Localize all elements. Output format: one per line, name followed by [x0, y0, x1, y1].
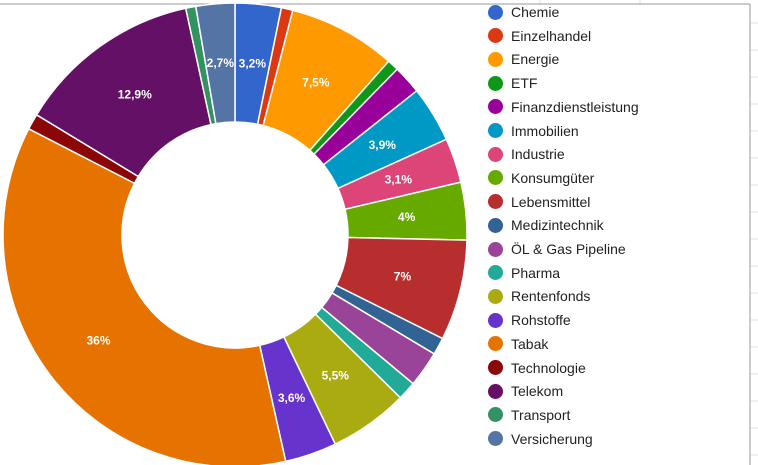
legend-label: Pharma — [511, 264, 561, 281]
legend-label: Medizintechnik — [511, 217, 604, 234]
legend-color-dot-icon — [488, 383, 503, 399]
legend-label: Transport — [511, 406, 571, 423]
slice-data-label: 2,7% — [207, 56, 235, 70]
legend-item[interactable]: Versicherung — [488, 429, 593, 449]
legend-color-dot-icon — [488, 431, 503, 447]
legend-color-dot-icon — [488, 51, 503, 67]
legend-label: Lebensmittel — [511, 193, 591, 210]
legend-color-dot-icon — [488, 4, 503, 20]
legend-color-dot-icon — [488, 123, 503, 138]
slice-data-label: 7% — [394, 269, 412, 283]
legend-color-dot-icon — [488, 75, 503, 91]
legend-item[interactable]: Finanzdienstleistung — [488, 97, 639, 117]
legend-color-dot-icon — [488, 336, 503, 352]
legend-item[interactable]: Telekom — [488, 381, 563, 401]
legend-label: Chemie — [511, 4, 560, 20]
legend-label: Technologie — [511, 359, 586, 376]
legend-item[interactable]: ETF — [488, 73, 537, 93]
legend-label: Einzelhandel — [511, 27, 592, 44]
legend-color-dot-icon — [488, 146, 503, 162]
slice-data-label: 3,6% — [278, 391, 306, 405]
legend-label: ÖL & Gas Pipeline — [511, 241, 626, 257]
legend-item[interactable]: Pharma — [488, 263, 560, 283]
slice-versicherung[interactable] — [194, 2, 236, 125]
legend-color-dot-icon — [488, 99, 503, 115]
legend-label: Rohstoffe — [511, 312, 571, 329]
legend-color-dot-icon — [488, 194, 503, 210]
legend-label: Immobilien — [511, 122, 579, 139]
slice-data-label: 5,5% — [322, 368, 350, 382]
legend-item[interactable]: Energie — [488, 49, 559, 69]
legend-item[interactable]: Lebensmittel — [488, 192, 590, 212]
legend-label: Energie — [511, 51, 560, 68]
slice-data-label: 3,2% — [239, 56, 267, 70]
legend-color-dot-icon — [488, 360, 503, 375]
legend-item[interactable]: Technologie — [488, 358, 586, 378]
legend-item[interactable]: Rohstoffe — [488, 310, 571, 330]
legend-item[interactable]: ÖL & Gas Pipeline — [488, 239, 626, 259]
slice-data-label: 36% — [86, 333, 110, 347]
legend-item[interactable]: Medizintechnik — [488, 215, 604, 235]
legend-item[interactable]: Transport — [488, 405, 570, 425]
legend-label: Telekom — [511, 383, 564, 400]
legend-label: Tabak — [511, 335, 549, 352]
legend-item[interactable]: Rentenfonds — [488, 286, 590, 306]
legend-label: Finanzdienstleistung — [511, 98, 639, 115]
legend-label: Industrie — [511, 146, 565, 163]
slice-tabak[interactable] — [2, 127, 287, 465]
legend-color-dot-icon — [488, 28, 503, 44]
legend-item[interactable]: Industrie — [488, 144, 565, 164]
legend-color-dot-icon — [488, 407, 503, 423]
legend-color-dot-icon — [488, 217, 503, 233]
legend-color-dot-icon — [488, 170, 503, 186]
legend-color-dot-icon — [488, 312, 503, 328]
slice-data-label: 4% — [398, 210, 416, 224]
legend-color-dot-icon — [488, 241, 503, 257]
legend-label: Versicherung — [511, 430, 593, 447]
legend-item[interactable]: Konsumgüter — [488, 168, 594, 188]
slice-data-label: 3,1% — [385, 173, 413, 187]
legend-item[interactable]: Immobilien — [488, 121, 579, 141]
legend-color-dot-icon — [488, 265, 503, 281]
slice-data-label: 7,5% — [302, 76, 330, 90]
slice-data-label: 12,9% — [118, 88, 152, 102]
legend-label: Konsumgüter — [511, 169, 595, 186]
legend-item[interactable]: Einzelhandel — [488, 26, 591, 46]
legend-label: Rentenfonds — [511, 288, 591, 305]
legend-color-dot-icon — [488, 288, 503, 304]
slice-data-label: 3,9% — [369, 138, 397, 152]
legend-item[interactable]: Chemie — [488, 2, 559, 22]
legend-label: ETF — [511, 75, 538, 92]
legend-item[interactable]: Tabak — [488, 334, 548, 354]
